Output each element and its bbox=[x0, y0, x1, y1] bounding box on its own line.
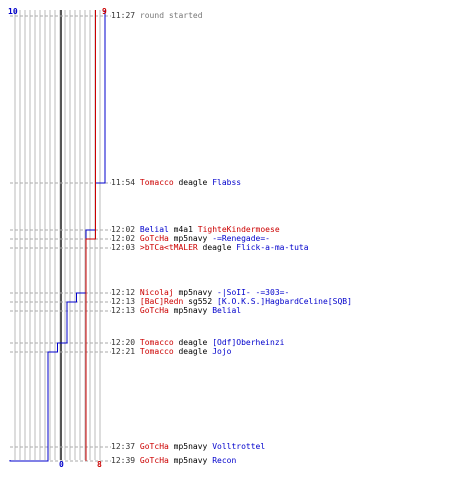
event-time: 12:12 bbox=[111, 288, 136, 297]
event-victim: Recon bbox=[212, 456, 237, 465]
event-victim: Flabss bbox=[212, 178, 242, 187]
event-time: 11:27 bbox=[111, 11, 136, 20]
event-row: 12:02 GoTcHa mp5navy -=Renegade=- bbox=[111, 234, 270, 243]
event-victim: Jojo bbox=[212, 347, 232, 356]
event-weapon: mp5navy bbox=[173, 234, 208, 243]
event-victim: -|SoII- -=303=- bbox=[217, 288, 290, 297]
red-team-score-line bbox=[85, 10, 96, 461]
event-row: 12:13 GoTcHa mp5navy Belial bbox=[111, 306, 241, 315]
event-row: 12:37 GoTcHa mp5navy Volltrottel bbox=[111, 442, 265, 451]
event-time: 12:03 bbox=[111, 243, 136, 252]
event-row: 12:03 >bTCa<tMALER deagle Flick-a-ma-tut… bbox=[111, 243, 309, 252]
event-time: 12:02 bbox=[111, 225, 136, 234]
blue-end-score: 0 bbox=[59, 460, 64, 469]
event-weapon: deagle bbox=[202, 243, 232, 252]
event-attacker: [BaC]Redn bbox=[139, 297, 184, 306]
event-weapon: mp5navy bbox=[173, 442, 208, 451]
event-attacker: >bTCa<tMALER bbox=[139, 243, 198, 252]
event-weapon: deagle bbox=[178, 347, 208, 356]
event-weapon: sg552 bbox=[188, 297, 213, 306]
event-weapon: m4a1 bbox=[173, 225, 193, 234]
event-time: 12:21 bbox=[111, 347, 136, 356]
red-start-score: 9 bbox=[102, 7, 107, 16]
event-attacker: Tomacco bbox=[139, 338, 174, 347]
event-weapon: deagle bbox=[178, 178, 208, 187]
event-row: 12:02 Belial m4a1 TighteKindermoese bbox=[111, 225, 280, 234]
blue-team-score-line bbox=[9, 10, 106, 462]
red-end-score: 8 bbox=[97, 460, 102, 469]
event-time: 12:37 bbox=[111, 442, 136, 451]
event-time: 12:13 bbox=[111, 306, 136, 315]
event-attacker: GoTcHa bbox=[139, 306, 169, 315]
event-time: 12:39 bbox=[111, 456, 136, 465]
event-victim: Belial bbox=[212, 306, 242, 315]
event-attacker: Tomacco bbox=[139, 347, 174, 356]
event-victim: [K.O.K.S.]HagbardCeline[SQB] bbox=[217, 297, 352, 306]
event-row: 11:54 Tomacco deagle Flabss bbox=[111, 178, 241, 187]
event-weapon: mp5navy bbox=[178, 288, 213, 297]
event-attacker: GoTcHa bbox=[139, 442, 169, 451]
event-victim: -=Renegade=- bbox=[212, 234, 270, 243]
event-note: round started bbox=[139, 11, 203, 20]
event-victim: [Odf]Oberheinzi bbox=[212, 338, 285, 347]
event-attacker: GoTcHa bbox=[139, 456, 169, 465]
event-time: 12:20 bbox=[111, 338, 136, 347]
event-victim: TighteKindermoese bbox=[197, 225, 280, 234]
event-row: 12:12 Nicolaj mp5navy -|SoII- -=303=- bbox=[111, 288, 289, 297]
event-victim: Flick-a-ma-tuta bbox=[236, 243, 309, 252]
event-row: 12:21 Tomacco deagle Jojo bbox=[111, 347, 231, 356]
event-row: 12:20 Tomacco deagle [Odf]Oberheinzi bbox=[111, 338, 284, 347]
event-weapon: mp5navy bbox=[173, 456, 208, 465]
event-attacker: Belial bbox=[139, 225, 169, 234]
event-row: 11:27 round started bbox=[111, 11, 203, 20]
event-attacker: GoTcHa bbox=[139, 234, 169, 243]
event-row: 12:39 GoTcHa mp5navy Recon bbox=[111, 456, 236, 465]
event-time: 11:54 bbox=[111, 178, 136, 187]
event-row: 12:13 [BaC]Redn sg552 [K.O.K.S.]HagbardC… bbox=[111, 297, 352, 306]
event-weapon: mp5navy bbox=[173, 306, 208, 315]
event-weapon: deagle bbox=[178, 338, 208, 347]
event-time: 12:02 bbox=[111, 234, 136, 243]
event-attacker: Nicolaj bbox=[139, 288, 174, 297]
event-time: 12:13 bbox=[111, 297, 136, 306]
event-attacker: Tomacco bbox=[139, 178, 174, 187]
blue-start-score: 10 bbox=[8, 7, 18, 16]
event-victim: Volltrottel bbox=[212, 442, 266, 451]
